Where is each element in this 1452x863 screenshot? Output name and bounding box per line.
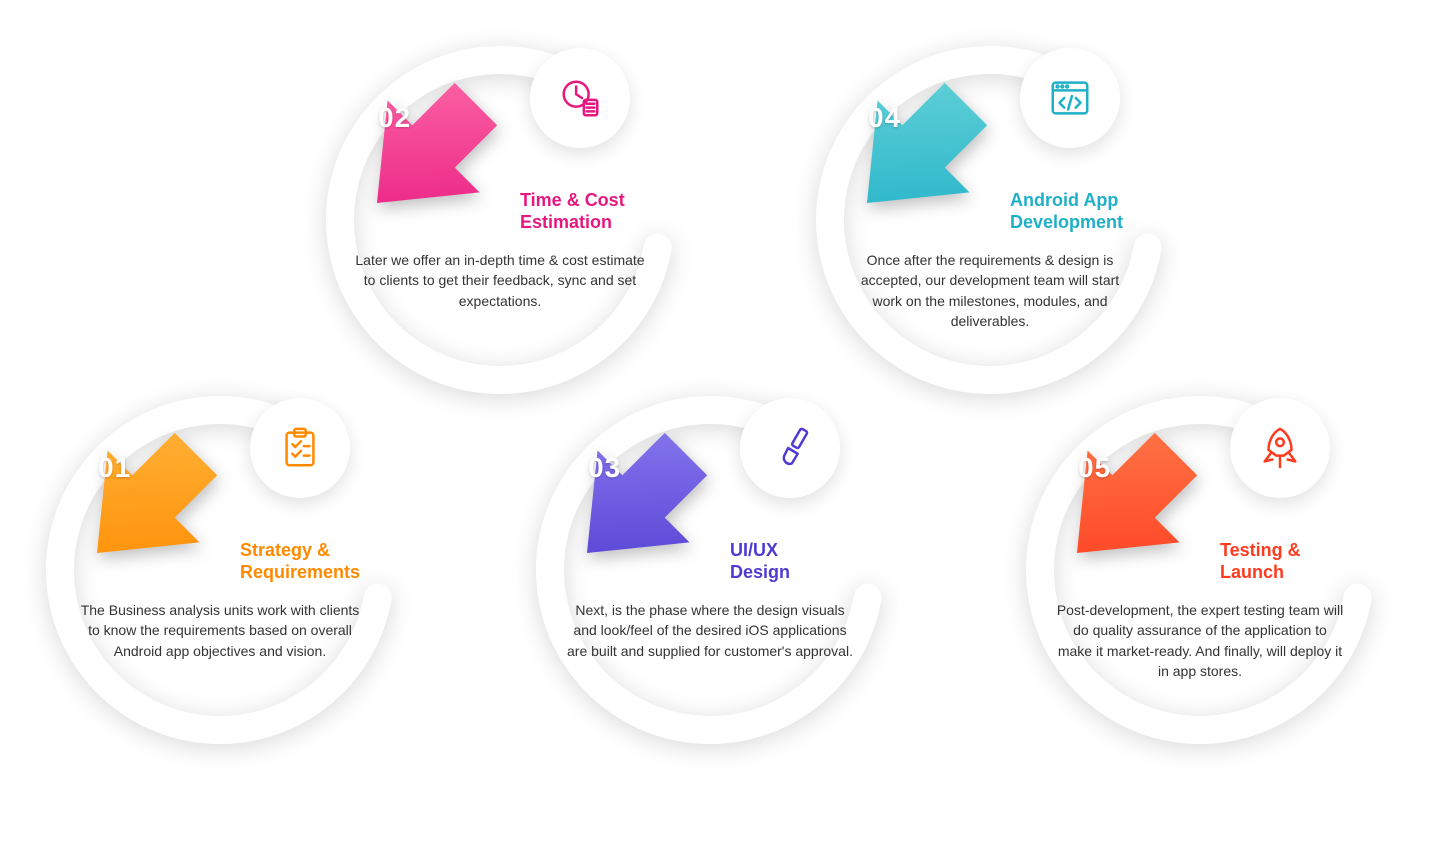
brush-icon bbox=[740, 398, 840, 498]
step-number: 01 bbox=[98, 452, 131, 484]
clock-cost-icon bbox=[530, 48, 630, 148]
step-arrow bbox=[65, 415, 235, 590]
checklist-icon bbox=[250, 398, 350, 498]
step-title: Time & CostEstimation bbox=[520, 190, 625, 233]
process-step-02: 02 Time & CostEstimation Later we offer an… bbox=[310, 30, 690, 410]
code-window-icon bbox=[1020, 48, 1120, 148]
step-arrow bbox=[835, 65, 1005, 240]
step-title: Testing &Launch bbox=[1220, 540, 1301, 583]
step-title: Android AppDevelopment bbox=[1010, 190, 1123, 233]
step-body: Later we offer an in-depth time & cost e… bbox=[355, 250, 645, 311]
process-step-01: 01 Strategy &Requirements The Business ana… bbox=[30, 380, 410, 760]
step-title: UI/UXDesign bbox=[730, 540, 790, 583]
rocket-icon bbox=[1230, 398, 1330, 498]
process-step-05: 05 Testing &Launch Post-development, the e… bbox=[1010, 380, 1390, 760]
step-body: Once after the requirements & design is … bbox=[845, 250, 1135, 331]
step-arrow bbox=[555, 415, 725, 590]
process-step-04: 04 Android AppDevelopment Once after the r… bbox=[800, 30, 1180, 410]
step-arrow bbox=[1045, 415, 1215, 590]
step-title: Strategy &Requirements bbox=[240, 540, 360, 583]
step-arrow bbox=[345, 65, 515, 240]
step-body: The Business analysis units work with cl… bbox=[75, 600, 365, 661]
step-number: 04 bbox=[868, 102, 901, 134]
step-number: 05 bbox=[1078, 452, 1111, 484]
process-step-03: 03 UI/UXDesign Next, is the phase where th… bbox=[520, 380, 900, 760]
step-body: Next, is the phase where the design visu… bbox=[565, 600, 855, 661]
step-number: 02 bbox=[378, 102, 411, 134]
step-number: 03 bbox=[588, 452, 621, 484]
step-body: Post-development, the expert testing tea… bbox=[1055, 600, 1345, 681]
